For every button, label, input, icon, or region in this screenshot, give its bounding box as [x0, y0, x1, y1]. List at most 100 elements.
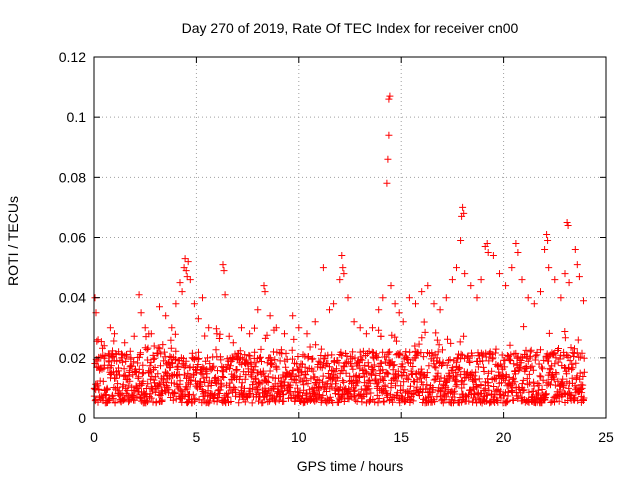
data-point: [340, 363, 348, 371]
data-point: [335, 387, 343, 395]
data-point: [439, 346, 446, 354]
data-point: [561, 270, 569, 278]
data-point: [530, 300, 538, 308]
data-point: [439, 358, 447, 366]
data-point: [579, 381, 587, 389]
data-point: [472, 368, 480, 376]
data-point: [502, 282, 510, 290]
data-point: [501, 363, 509, 371]
data-point: [177, 386, 185, 394]
data-point: [112, 385, 120, 393]
data-point: [236, 373, 244, 381]
data-point: [415, 392, 423, 399]
data-point: [263, 378, 271, 385]
data-point: [149, 355, 157, 363]
data-point: [538, 386, 546, 393]
data-point: [546, 366, 554, 374]
data-point: [178, 288, 186, 296]
data-point: [396, 399, 404, 407]
data-point: [111, 399, 119, 407]
data-point: [350, 318, 358, 326]
data-point: [375, 326, 383, 334]
data-point: [183, 273, 191, 281]
data-point: [205, 399, 213, 407]
data-point: [442, 294, 450, 302]
data-point: [417, 370, 425, 378]
data-point: [580, 394, 588, 402]
data-point: [525, 388, 533, 396]
data-point: [275, 388, 282, 396]
data-point: [299, 392, 306, 400]
data-point: [160, 348, 168, 356]
data-point: [489, 252, 497, 259]
data-point: [501, 376, 509, 384]
x-tick-label: 15: [393, 429, 409, 445]
data-point: [366, 379, 374, 387]
data-point: [567, 344, 575, 352]
data-point: [335, 359, 343, 367]
data-point: [458, 384, 466, 392]
data-point: [115, 387, 123, 395]
data-point: [328, 351, 336, 359]
data-point: [428, 349, 436, 357]
data-point: [524, 381, 532, 389]
data-point: [157, 350, 165, 358]
data-point: [245, 351, 253, 359]
data-point: [309, 355, 317, 363]
data-point: [393, 337, 400, 345]
data-point: [447, 339, 455, 347]
data-point: [545, 329, 553, 337]
data-point: [119, 397, 127, 404]
data-point: [557, 351, 565, 359]
data-point: [370, 367, 378, 375]
data-point: [162, 312, 170, 320]
data-point: [319, 378, 327, 386]
data-point: [371, 398, 379, 406]
data-point: [151, 354, 159, 362]
data-point: [417, 365, 425, 373]
data-point: [366, 376, 374, 384]
data-point: [188, 349, 196, 357]
data-point: [229, 339, 237, 347]
data-point: [568, 360, 576, 368]
data-point: [289, 391, 297, 399]
data-point: [281, 330, 288, 338]
data-point: [232, 389, 240, 397]
data-point: [115, 367, 123, 375]
data-point: [302, 371, 310, 379]
data-point: [109, 391, 117, 399]
x-tick-label: 5: [193, 429, 201, 445]
data-point: [509, 397, 517, 404]
data-point: [383, 179, 391, 187]
data-point: [569, 364, 577, 372]
data-point: [243, 359, 251, 367]
data-point: [467, 282, 475, 290]
data-point: [121, 339, 129, 347]
data-point: [184, 258, 192, 266]
data-point: [410, 377, 418, 385]
data-point: [526, 379, 533, 387]
data-point: [518, 276, 526, 284]
data-point: [544, 237, 552, 244]
data-point: [319, 391, 327, 399]
data-point: [306, 343, 314, 351]
data-point: [377, 359, 385, 367]
data-point: [551, 276, 559, 284]
data-point: [436, 306, 444, 314]
data-point: [155, 391, 163, 399]
data-point: [289, 312, 297, 320]
data-point: [159, 341, 167, 349]
data-point: [401, 352, 409, 360]
data-point: [112, 374, 120, 382]
data-point: [511, 378, 519, 386]
data-point: [201, 332, 209, 340]
y-tick-label: 0.12: [59, 49, 86, 65]
data-point: [295, 388, 303, 396]
data-point: [135, 373, 143, 381]
data-point: [580, 354, 588, 362]
data-point: [165, 386, 173, 394]
data-point: [362, 382, 370, 390]
data-point: [557, 294, 565, 302]
data-point: [578, 349, 586, 357]
data-point: [288, 346, 296, 354]
